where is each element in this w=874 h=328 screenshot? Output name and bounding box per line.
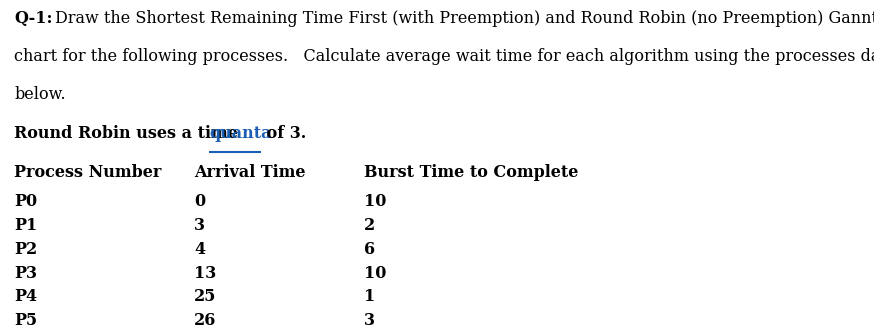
Text: Draw the Shortest Remaining Time First (with Preemption) and Round Robin (no Pre: Draw the Shortest Remaining Time First (… [55, 10, 874, 27]
Text: 0: 0 [194, 193, 205, 210]
Text: 13: 13 [194, 265, 216, 281]
Text: 10: 10 [364, 265, 386, 281]
Text: of 3.: of 3. [261, 125, 307, 142]
Text: P3: P3 [15, 265, 38, 281]
Text: 3: 3 [364, 312, 375, 328]
Text: quanta: quanta [209, 125, 272, 142]
Text: 25: 25 [194, 288, 216, 305]
Text: 26: 26 [194, 312, 216, 328]
Text: P1: P1 [15, 217, 38, 234]
Text: 10: 10 [364, 193, 386, 210]
Text: Process Number: Process Number [15, 164, 162, 181]
Text: Arrival Time: Arrival Time [194, 164, 305, 181]
Text: P5: P5 [15, 312, 38, 328]
Text: Round Robin uses a time: Round Robin uses a time [15, 125, 244, 142]
Text: Q-1:: Q-1: [15, 10, 53, 27]
Text: Burst Time to Complete: Burst Time to Complete [364, 164, 578, 181]
Text: 4: 4 [194, 241, 205, 258]
Text: below.: below. [15, 86, 66, 103]
Text: chart for the following processes.   Calculate average wait time for each algori: chart for the following processes. Calcu… [15, 48, 874, 65]
Text: P4: P4 [15, 288, 38, 305]
Text: 2: 2 [364, 217, 375, 234]
Text: P0: P0 [15, 193, 38, 210]
Text: 1: 1 [364, 288, 375, 305]
Text: 6: 6 [364, 241, 375, 258]
Text: 3: 3 [194, 217, 205, 234]
Text: P2: P2 [15, 241, 38, 258]
